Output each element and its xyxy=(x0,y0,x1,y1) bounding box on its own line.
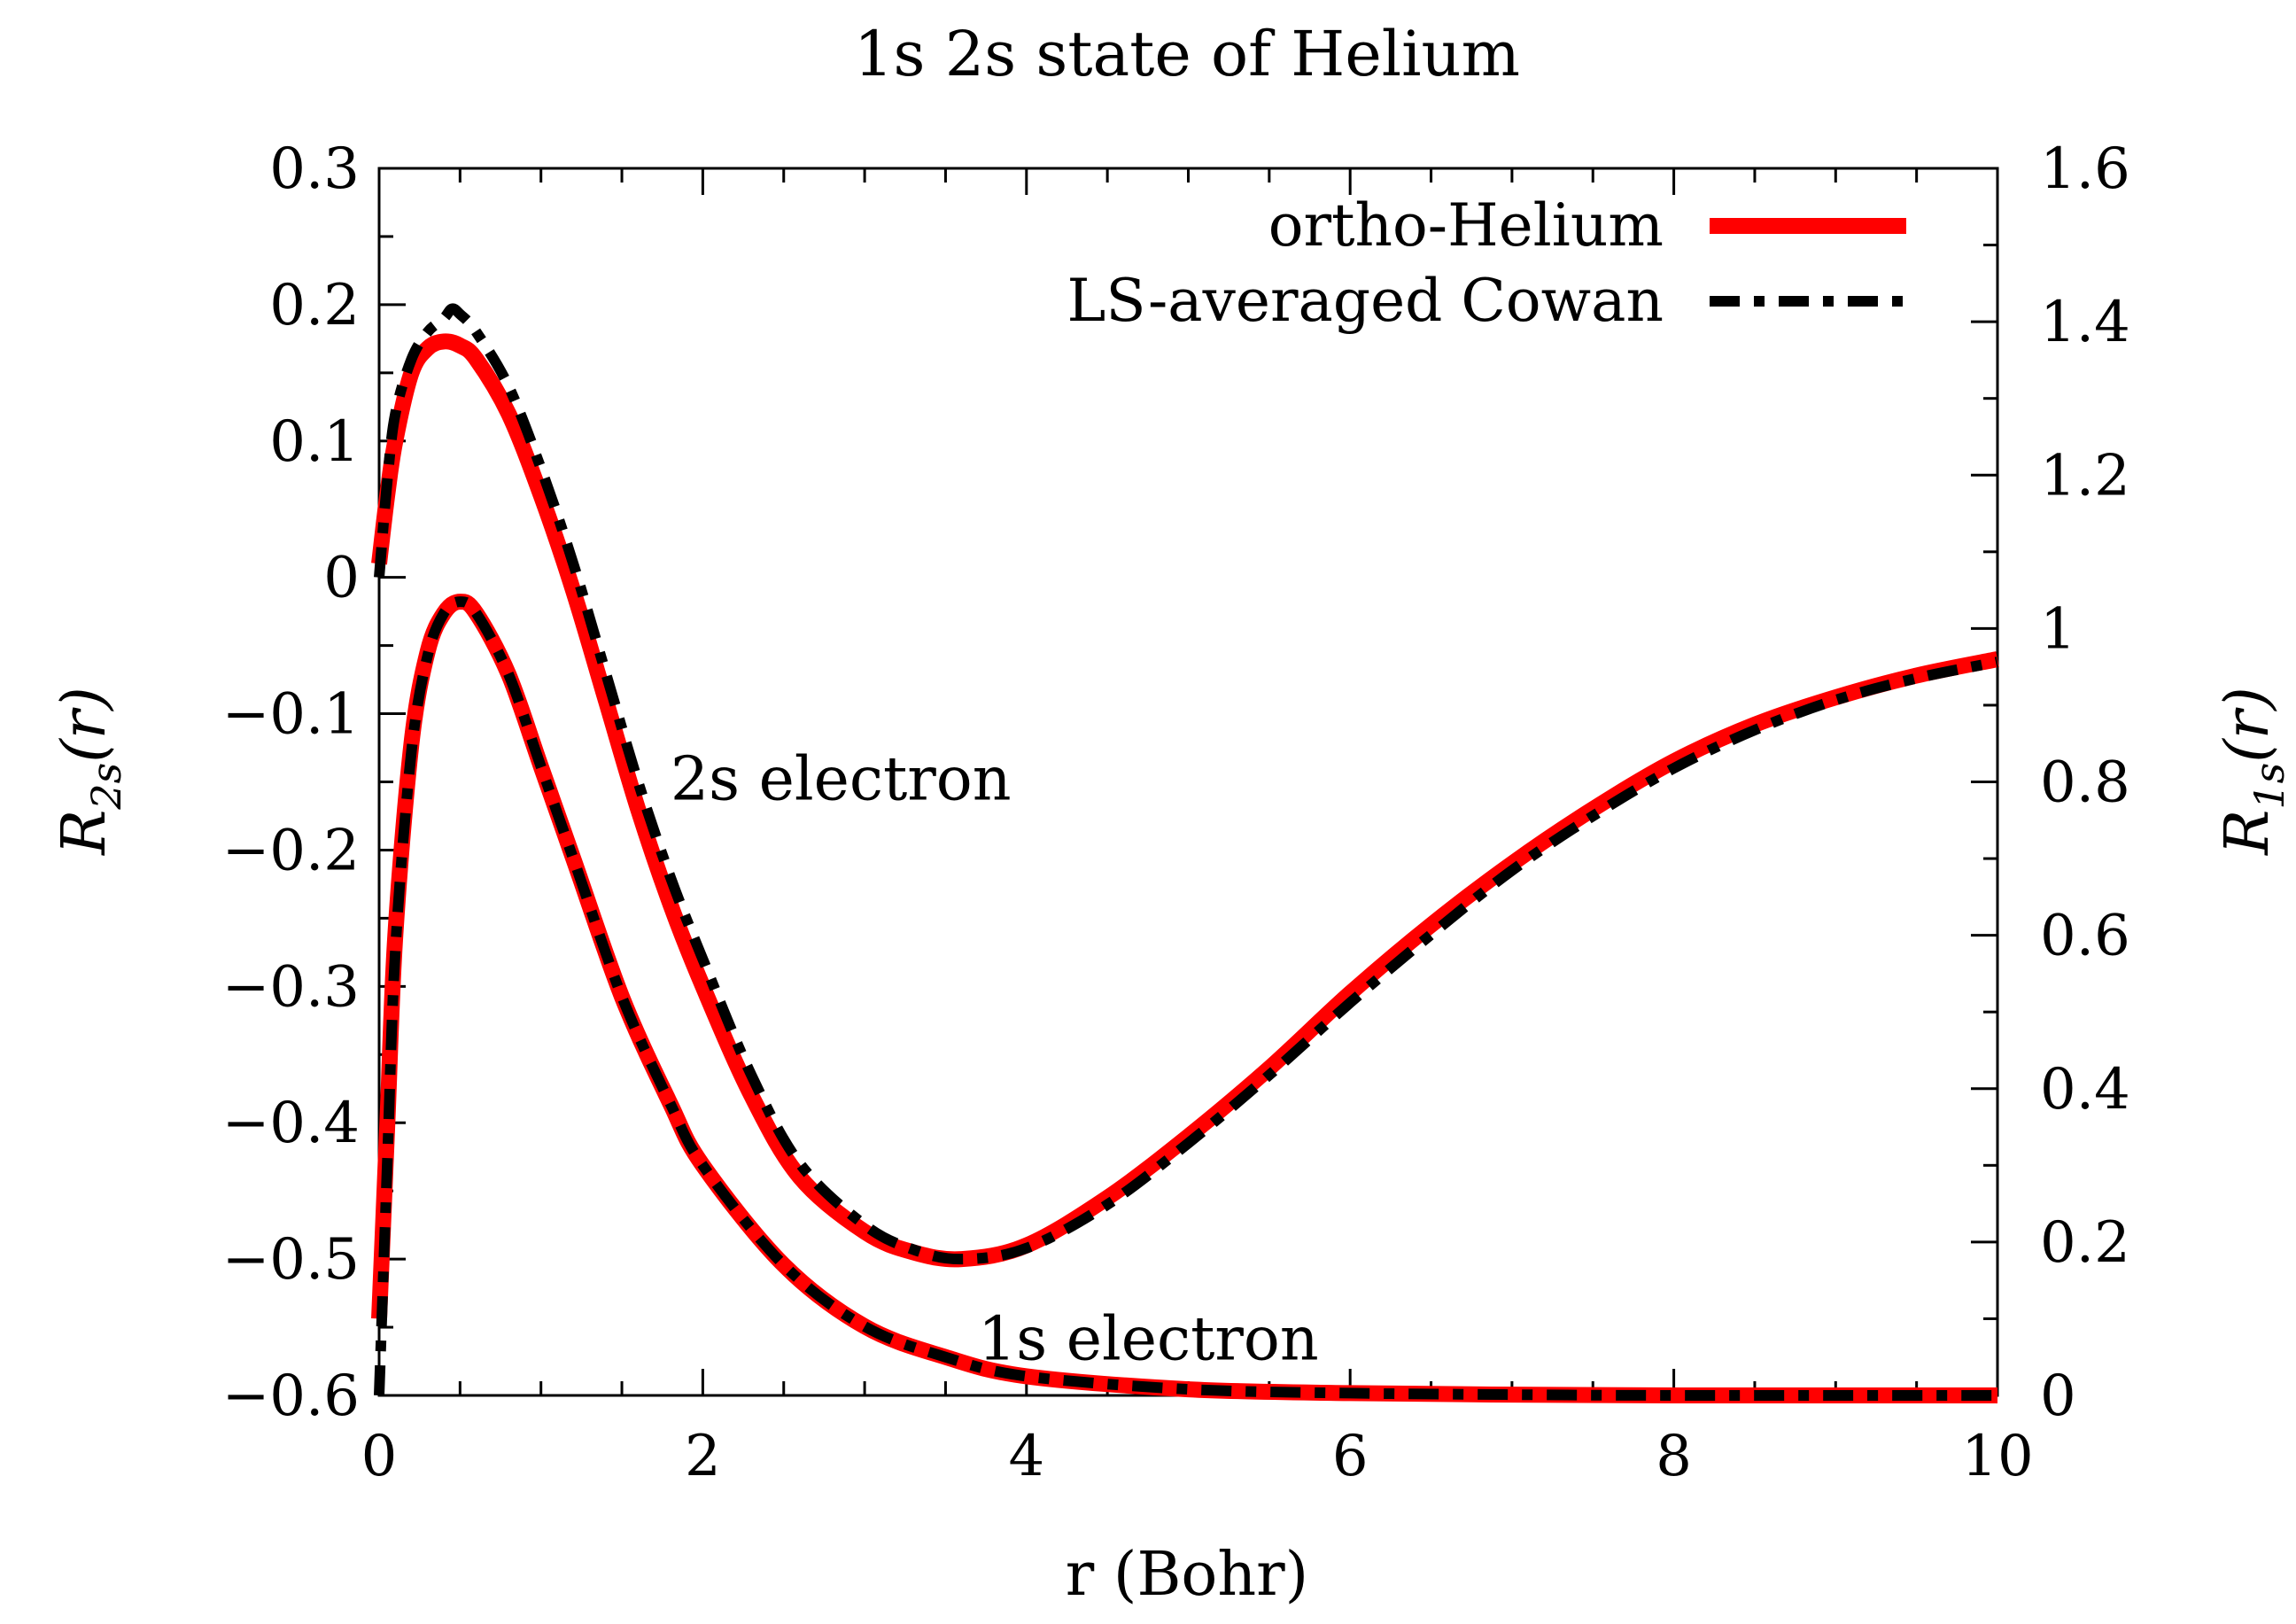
x-tick-label: 6 xyxy=(1332,1424,1369,1489)
y-right-tick-label: 1.4 xyxy=(2040,290,2130,355)
series-line-ls-averaged-cowan-2s xyxy=(374,303,1999,1265)
y-axis-label-left-base: R xyxy=(50,810,120,857)
legend-label: LS-averaged Cowan xyxy=(1067,267,1664,335)
y-right-tick-label: 1 xyxy=(2040,596,2076,662)
y-right-tick-label: 1.2 xyxy=(2040,443,2130,509)
x-axis-label: r (Bohr) xyxy=(1066,1540,1308,1610)
y-axis-label-right-base: R xyxy=(2213,810,2283,857)
y-left-tick-label: −0.2 xyxy=(222,818,360,883)
y-axis-label-right-sub: 1s xyxy=(2246,763,2293,810)
y-axis-label-left-sub: 2s xyxy=(82,763,130,811)
x-tick-label: 4 xyxy=(1008,1424,1044,1489)
y-right-tick-label: 0 xyxy=(2040,1364,2076,1429)
x-tick-label: 8 xyxy=(1656,1424,1692,1489)
y-left-tick-label: −0.4 xyxy=(222,1091,360,1156)
annotation-label: 1s electron xyxy=(978,1304,1319,1374)
x-tick-label: 10 xyxy=(1961,1424,2033,1489)
legend-label: ortho-Helium xyxy=(1268,191,1664,260)
y-left-tick-label: −0.5 xyxy=(222,1227,360,1293)
y-left-tick-label: −0.6 xyxy=(222,1364,360,1429)
y-left-tick-label: 0.2 xyxy=(269,273,360,338)
y-right-tick-label: 1.6 xyxy=(2040,136,2130,202)
y-left-tick-label: 0 xyxy=(323,546,360,611)
y-right-tick-label: 0.4 xyxy=(2040,1057,2130,1123)
x-tick-label: 0 xyxy=(361,1424,398,1489)
y-right-tick-label: 0.2 xyxy=(2040,1210,2130,1276)
x-tick-label: 2 xyxy=(685,1424,721,1489)
y-left-tick-label: −0.1 xyxy=(222,682,360,748)
series-line-ls-averaged-cowan-1s xyxy=(374,596,1997,1402)
annotation-label: 2s electron xyxy=(671,745,1012,815)
y-left-tick-label: 0.3 xyxy=(269,136,360,202)
y-axis-label-left: R2s(r) xyxy=(50,687,130,857)
plot-area: 0 2 4 6 8 100.30.20.10−0.1−0.2−0.3−0.4−0.5−0.… xyxy=(222,136,2130,1489)
y-right-tick-label: 0.6 xyxy=(2040,904,2130,969)
y-axis-label-right-arg: (r) xyxy=(2213,687,2283,763)
y-axis-label-left-arg: (r) xyxy=(50,687,120,763)
y-left-tick-label: −0.3 xyxy=(222,954,360,1020)
y-right-tick-label: 0.8 xyxy=(2040,750,2130,816)
y-axis-label-right: R1s(r) xyxy=(2213,687,2293,857)
series-line-ortho-helium-2s xyxy=(371,333,1999,1268)
chart-title: 1s 2s state of Helium xyxy=(854,18,1520,90)
y-left-tick-label: 0.1 xyxy=(269,409,360,475)
